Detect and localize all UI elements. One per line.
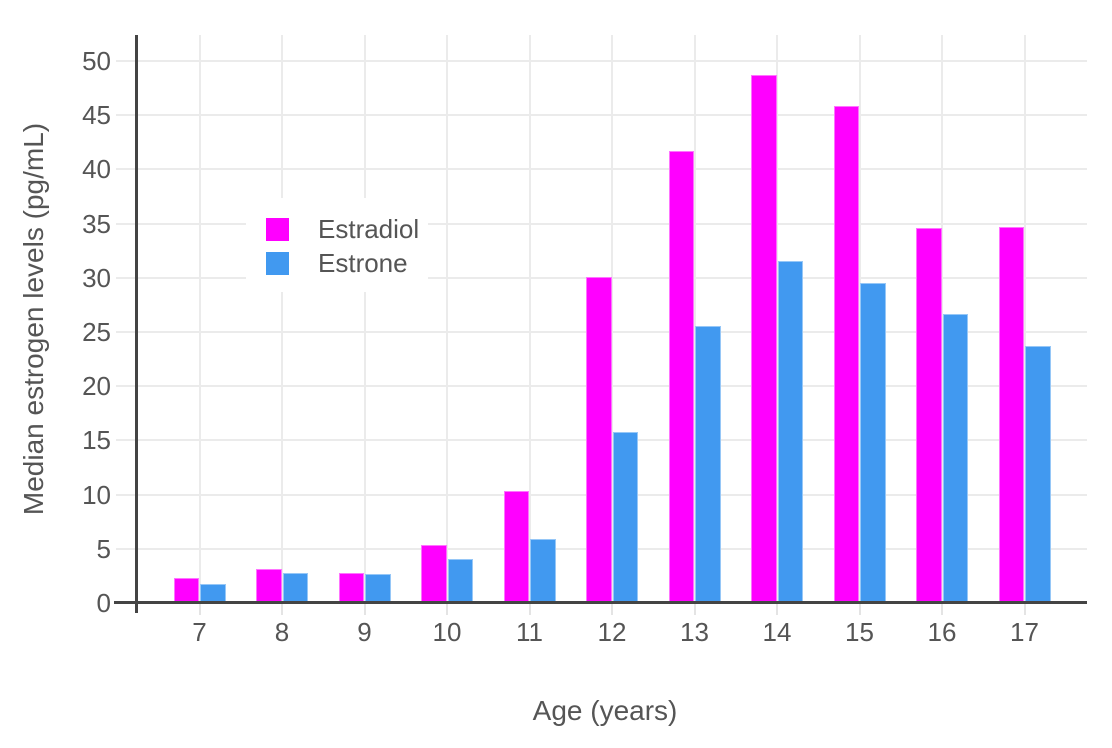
gridline-v-8 [281, 35, 283, 603]
legend-swatch-estradiol [266, 217, 289, 241]
gridline-v-10 [446, 35, 448, 603]
y-tick-mark-25 [116, 331, 136, 333]
y-tick-mark-15 [116, 439, 136, 442]
y-tick-label-45: 45 [82, 100, 111, 131]
x-tick-mark-14 [776, 604, 778, 615]
y-tick-mark-40 [116, 168, 136, 171]
y-tick-mark-35 [116, 222, 136, 225]
bar-estradiol-age-10[interactable] [421, 544, 447, 602]
y-tick-mark-30 [116, 276, 136, 279]
x-tick-mark-13 [693, 604, 696, 615]
x-tick-mark-17 [1023, 604, 1026, 615]
y-tick-mark-5 [116, 547, 136, 550]
bar-estrone-age-11[interactable] [530, 539, 556, 602]
y-tick-label-20: 20 [82, 371, 111, 402]
gridline-v-9 [363, 35, 366, 603]
y-tick-label-35: 35 [82, 208, 111, 239]
x-tick-label-17: 17 [1010, 617, 1039, 647]
x-tick-mark-12 [611, 604, 613, 615]
y-tick-mark-10 [116, 493, 136, 496]
y-tick-label-10: 10 [82, 479, 111, 510]
bar-estradiol-age-15[interactable] [833, 105, 859, 602]
gridline-v-11 [528, 35, 531, 603]
y-tick-label-15: 15 [82, 425, 111, 456]
x-tick-label-14: 14 [762, 617, 792, 647]
gridline-v-13 [693, 35, 696, 603]
bar-estradiol-age-16[interactable] [916, 228, 942, 602]
bar-estrone-age-14[interactable] [777, 260, 803, 602]
gridline-v-17 [1023, 35, 1026, 603]
x-tick-label-16: 16 [927, 617, 957, 647]
bar-estradiol-age-11[interactable] [503, 491, 529, 602]
bar-estradiol-age-17[interactable] [998, 226, 1024, 602]
bar-estrone-age-15[interactable] [860, 283, 886, 602]
gridline-v-14 [776, 35, 778, 603]
legend-label-estradiol: Estradiol [318, 214, 420, 244]
y-tick-label-5: 5 [96, 533, 111, 564]
x-tick-label-9: 9 [357, 617, 372, 647]
bar-estradiol-age-8[interactable] [256, 569, 282, 602]
bar-estrone-age-16[interactable] [942, 313, 968, 602]
bar-estradiol-age-13[interactable] [668, 151, 694, 602]
bar-estrone-age-12[interactable] [612, 431, 638, 602]
y-tick-label-40: 40 [82, 154, 111, 185]
x-tick-label-7: 7 [192, 617, 207, 647]
bar-estrone-age-17[interactable] [1025, 346, 1051, 602]
x-axis-title: Age (years) [532, 695, 678, 726]
x-tick-mark-15 [858, 604, 861, 615]
bar-estrone-age-7[interactable] [200, 583, 226, 602]
y-axis-line [135, 35, 138, 613]
gridline-v-7 [198, 35, 201, 603]
plot-area: 0 5 10 15 20 25 30 35 40 45 50 7 8 9 10 11 12 13 14 15 16 17 [82, 35, 1087, 645]
gridline-v-16 [941, 35, 943, 603]
bar-estrone-age-10[interactable] [447, 558, 473, 602]
gridline-v-12 [611, 35, 613, 603]
legend-item-estradiol[interactable]: Estradiol [246, 212, 428, 246]
x-axis-line [114, 601, 1087, 604]
bar-estrone-age-8[interactable] [282, 572, 308, 602]
legend: Estradiol Estrone [246, 198, 428, 292]
x-tick-label-10: 10 [432, 617, 462, 647]
bar-estradiol-age-12[interactable] [586, 276, 612, 602]
y-tick-mark-50 [116, 60, 136, 62]
y-tick-mark-45 [116, 114, 136, 117]
x-tick-label-15: 15 [845, 617, 874, 647]
legend-swatch-estrone [266, 251, 289, 275]
y-tick-label-0: 0 [96, 588, 111, 618]
x-tick-mark-7 [198, 604, 201, 615]
bar-estradiol-age-9[interactable] [338, 572, 364, 602]
x-tick-label-11: 11 [516, 617, 543, 647]
x-tick-mark-9 [363, 604, 366, 615]
x-tick-label-8: 8 [274, 617, 290, 647]
x-tick-mark-10 [446, 604, 448, 615]
x-tick-mark-16 [941, 604, 943, 615]
y-tick-label-25: 25 [82, 317, 111, 347]
x-tick-mark-11 [528, 604, 531, 615]
x-tick-label-13: 13 [680, 617, 709, 647]
legend-label-estrone: Estrone [318, 248, 408, 278]
gridline-v-15 [858, 35, 861, 603]
y-axis-title: Median estrogen levels (pg/mL) [18, 122, 49, 516]
bar-estradiol-age-14[interactable] [751, 75, 777, 602]
bar-estradiol-age-7[interactable] [173, 578, 199, 602]
bar-estrone-age-13[interactable] [695, 325, 721, 602]
y-tick-mark-20 [116, 385, 136, 388]
legend-item-estrone[interactable]: Estrone [246, 246, 428, 280]
y-tick-label-30: 30 [82, 262, 111, 293]
y-tick-label-50: 50 [82, 46, 111, 76]
x-tick-mark-8 [281, 604, 283, 615]
bar-estrone-age-9[interactable] [365, 573, 391, 602]
x-tick-label-12: 12 [597, 617, 627, 647]
